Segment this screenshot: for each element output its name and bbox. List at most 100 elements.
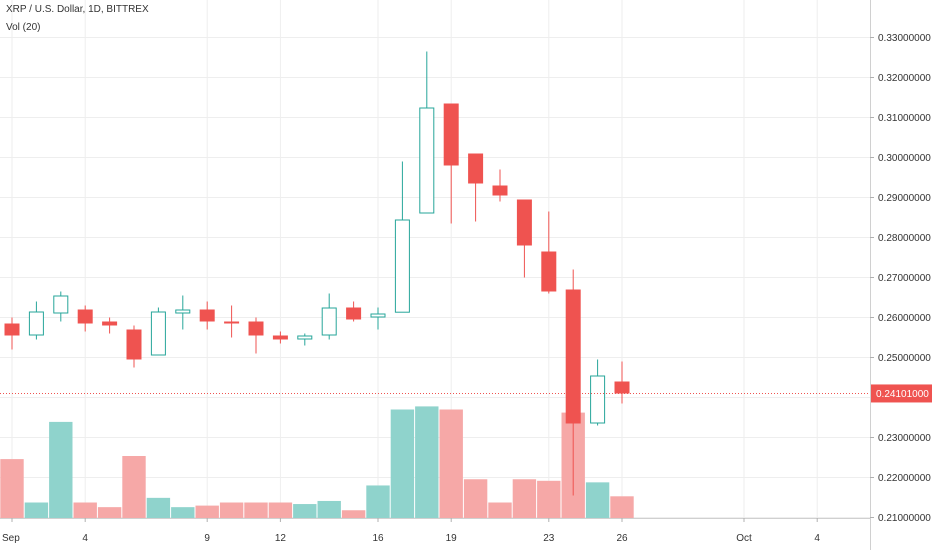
time-axis[interactable]: Sep 4 9 12 16 19 23 26 Oct 4 bbox=[0, 518, 870, 550]
volume-bar bbox=[585, 482, 610, 518]
candle-body bbox=[419, 107, 435, 214]
candle bbox=[126, 325, 142, 368]
price-tick-label: 0.27000000 bbox=[878, 273, 931, 284]
volume-bar bbox=[512, 479, 537, 518]
candle-body bbox=[175, 309, 191, 314]
price-tick-label: 0.32000000 bbox=[878, 73, 931, 84]
candle bbox=[272, 331, 288, 344]
time-tick-label: Sep bbox=[2, 533, 20, 544]
volume-bar bbox=[171, 507, 195, 518]
candle bbox=[565, 269, 581, 496]
volume-bar bbox=[390, 409, 415, 518]
price-tick-label: 0.31000000 bbox=[878, 113, 931, 124]
candle-body bbox=[346, 307, 362, 320]
candle bbox=[321, 293, 337, 340]
candle bbox=[28, 301, 44, 340]
candle bbox=[77, 305, 93, 332]
price-tick-label: 0.28000000 bbox=[878, 233, 931, 244]
volume-indicator-label[interactable]: Vol (20) bbox=[6, 22, 41, 33]
price-tick-label: 0.33000000 bbox=[878, 33, 931, 44]
price-tick-label: 0.29000000 bbox=[878, 193, 931, 204]
candle bbox=[516, 199, 532, 278]
candle-body bbox=[468, 153, 484, 184]
candle bbox=[175, 295, 191, 330]
candle-body bbox=[150, 311, 166, 356]
candle-body bbox=[4, 323, 20, 336]
candle-body bbox=[370, 313, 386, 318]
candle bbox=[468, 153, 484, 222]
price-tick-label: 0.25000000 bbox=[878, 353, 931, 364]
candle-body bbox=[492, 185, 508, 196]
candle-body bbox=[516, 199, 532, 246]
volume-bar bbox=[97, 507, 122, 518]
candle bbox=[53, 291, 69, 322]
volume-bar bbox=[24, 502, 49, 518]
candle-body bbox=[28, 311, 44, 336]
candle bbox=[102, 317, 118, 334]
volume-bar bbox=[488, 502, 512, 518]
time-tick-label: 23 bbox=[543, 533, 555, 544]
volume-bar bbox=[463, 479, 488, 518]
volume-bar bbox=[268, 502, 293, 518]
candle bbox=[419, 51, 435, 214]
price-tick-label: 0.30000000 bbox=[878, 153, 931, 164]
price-tick-label: 0.26000000 bbox=[878, 313, 931, 324]
volume-bar bbox=[195, 505, 219, 518]
candle-body bbox=[248, 321, 264, 336]
price-tick-label: 0.22000000 bbox=[878, 473, 931, 484]
price-candles bbox=[4, 51, 630, 496]
candle-body bbox=[199, 309, 215, 322]
candle-body bbox=[321, 307, 337, 336]
volume-bar bbox=[415, 406, 439, 518]
candle bbox=[248, 317, 264, 354]
volume-bar bbox=[610, 496, 634, 518]
candle-body bbox=[272, 335, 288, 340]
grid-lines bbox=[0, 0, 870, 518]
time-tick-label: 9 bbox=[204, 533, 210, 544]
time-tick-label: 16 bbox=[372, 533, 384, 544]
last-price-badge-bg bbox=[871, 384, 932, 403]
price-axis[interactable]: 0.21000000 0.22000000 0.23000000 0.25000000… bbox=[870, 0, 932, 550]
candle-body bbox=[614, 381, 630, 394]
time-tick-label: 26 bbox=[616, 533, 628, 544]
candle-body bbox=[443, 103, 459, 166]
candle bbox=[346, 301, 362, 322]
candle bbox=[590, 359, 606, 426]
volume-bar bbox=[49, 421, 73, 518]
volume-bar bbox=[244, 502, 268, 518]
time-axis-background bbox=[0, 518, 870, 550]
volume-bar bbox=[73, 502, 97, 518]
candle-body bbox=[224, 321, 240, 324]
price-tick-label: 0.21000000 bbox=[878, 513, 931, 524]
volume-bars bbox=[0, 406, 634, 518]
candle-body bbox=[565, 289, 581, 424]
time-tick-label: 19 bbox=[446, 533, 458, 544]
candle-body bbox=[590, 375, 606, 424]
candle-body bbox=[53, 295, 69, 314]
volume-bar bbox=[219, 502, 244, 518]
time-tick-label: 4 bbox=[82, 533, 88, 544]
volume-bar bbox=[122, 456, 146, 518]
volume-bar bbox=[0, 459, 24, 518]
volume-bar bbox=[317, 500, 341, 518]
candle bbox=[297, 333, 313, 346]
candle-body bbox=[126, 329, 142, 360]
candle bbox=[4, 317, 20, 350]
candle-body bbox=[394, 219, 410, 313]
volume-bar bbox=[537, 480, 561, 518]
chart-title: XRP / U.S. Dollar, 1D, BITTREX bbox=[6, 4, 149, 15]
candle bbox=[199, 301, 215, 330]
candle-body bbox=[297, 335, 313, 340]
price-tick-label: 0.23000000 bbox=[878, 433, 931, 444]
candle bbox=[394, 161, 410, 313]
last-price-label: 0.24101000 bbox=[876, 389, 929, 400]
candle-body bbox=[102, 321, 118, 326]
candle bbox=[614, 361, 630, 404]
candle bbox=[492, 169, 508, 202]
time-tick-label: Oct bbox=[736, 533, 752, 544]
candle bbox=[150, 307, 166, 356]
volume-bar bbox=[341, 510, 366, 518]
candle-body bbox=[541, 251, 557, 292]
candle bbox=[370, 307, 386, 330]
